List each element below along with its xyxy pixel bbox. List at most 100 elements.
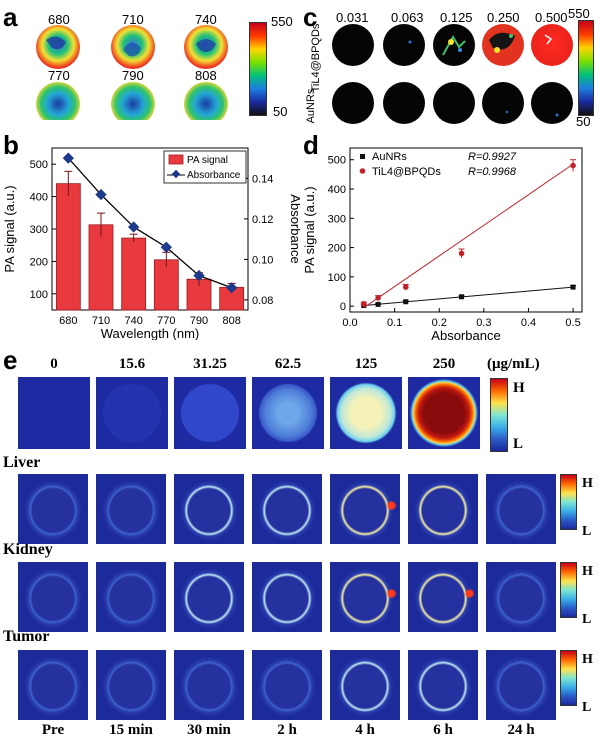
legend-bar-label: PA signal xyxy=(187,155,228,166)
heatmap-740 xyxy=(184,25,228,69)
time-label-1: 15 min xyxy=(109,722,153,738)
x-tick-label: 808 xyxy=(222,315,240,327)
bar-710 xyxy=(88,224,114,311)
y2-tick-label: 0.10 xyxy=(252,254,273,266)
liver-image-3 xyxy=(252,474,322,544)
tumor-colorbar xyxy=(560,650,577,706)
bar-770 xyxy=(153,259,179,311)
tumor-image-3 xyxy=(252,650,322,720)
wavelength-label-790: 790 xyxy=(122,68,144,83)
point-tiL4 xyxy=(458,250,465,257)
time-label-4: 4 h xyxy=(355,722,375,738)
x-tick-label: 0.3 xyxy=(476,317,491,329)
tumor-colorbar-high: H xyxy=(582,652,593,667)
legend-aunrs-marker xyxy=(360,154,365,159)
panel-e-label: e xyxy=(3,345,18,375)
x-axis-label: Absorbance xyxy=(431,328,500,340)
kidney-colorbar xyxy=(560,562,577,618)
chart-d: 0.0 0.1 0.2 0.3 0.4 0.5 0 100 200 300 400 500 AuNRs R… xyxy=(302,147,583,340)
panel-e-colorbar-conc-high: H xyxy=(513,380,525,396)
bar-740 xyxy=(121,237,147,311)
x-tick-label: 0.5 xyxy=(565,317,580,329)
absorbance-point xyxy=(226,282,238,294)
time-label-6: 24 h xyxy=(507,722,535,738)
tiL4-0.031 xyxy=(332,24,374,66)
y-tick-label: 300 xyxy=(30,224,48,236)
y-tick-label: 400 xyxy=(328,184,346,196)
panel-a-label: a xyxy=(3,2,18,32)
absorbance-point xyxy=(160,241,172,253)
wavelength-label-710: 710 xyxy=(122,12,144,27)
organ-label-kidney: Kidney xyxy=(3,541,53,558)
row-label-aunrs: AuNRs xyxy=(305,88,317,124)
conc-label-125: 125 xyxy=(354,356,378,372)
point-tiL4 xyxy=(375,295,381,301)
liver-image-4 xyxy=(330,474,400,544)
heatmap-808 xyxy=(184,82,228,120)
legend-tiL4-r: R=0.9968 xyxy=(468,166,517,178)
y2-tick-label: 0.14 xyxy=(252,173,273,185)
tiL4-0.125 xyxy=(433,24,475,66)
x-tick-label: 0.4 xyxy=(521,317,536,329)
kidney-image-1 xyxy=(96,562,166,632)
aunrs-0.250 xyxy=(482,82,524,124)
tumor-image-6 xyxy=(486,650,556,720)
legend-line-label: Absorbance xyxy=(187,170,241,181)
absorbance-point xyxy=(193,269,205,282)
panel-c-heatmaps xyxy=(332,24,573,124)
y2-axis-label: Absorbance xyxy=(288,194,300,263)
panel-a-colorbar xyxy=(249,22,267,116)
time-label-0: Pre xyxy=(41,722,65,738)
point-tiL4 xyxy=(570,162,576,169)
point-tiL4 xyxy=(361,301,367,307)
point-tiL4 xyxy=(402,284,409,290)
wavelength-label-770: 770 xyxy=(48,68,70,83)
kidney-image-4 xyxy=(330,562,400,632)
panel-e-colorbar-conc xyxy=(490,378,508,452)
aunrs-0.125 xyxy=(433,82,475,124)
kidney-image-0 xyxy=(18,562,88,632)
x-tick-label: 0.0 xyxy=(342,317,357,329)
y-axis-label: PA signal (a.u.) xyxy=(302,186,317,273)
time-label-2: 30 min xyxy=(187,722,231,738)
aunrs-0.063 xyxy=(383,82,425,124)
x-tick-label: 790 xyxy=(190,315,208,327)
tiL4-0.250 xyxy=(482,24,524,66)
organ-label-tumor: Tumor xyxy=(3,628,50,645)
conc-label-2: 0.125 xyxy=(440,10,473,25)
fit-line-1 xyxy=(363,163,574,309)
panel-b-label: b xyxy=(3,130,19,160)
conc-image-125 xyxy=(330,377,402,449)
point-aunrs xyxy=(459,294,465,300)
bar-680 xyxy=(55,183,81,311)
liver-image-0 xyxy=(18,474,88,544)
heatmap-770 xyxy=(36,82,80,120)
tumor-image-4 xyxy=(330,650,400,720)
liver-image-2 xyxy=(174,474,244,544)
conc-label-62.5: 62.5 xyxy=(274,356,302,372)
y-axis-label: PA signal (a.u.) xyxy=(2,185,17,272)
tumor-image-5 xyxy=(408,650,478,720)
legend-aunrs-label: AuNRs xyxy=(372,151,407,163)
liver-image-5 xyxy=(408,474,478,544)
wavelength-label-808: 808 xyxy=(195,68,217,83)
x-tick-label: 680 xyxy=(59,315,77,327)
x-tick-label: 770 xyxy=(157,315,175,327)
conc-label-4: 0.500 xyxy=(535,10,568,25)
x-tick-label: 0.2 xyxy=(432,317,447,329)
panel-c-colorbar-max: 550 xyxy=(568,6,590,21)
heatmap-710 xyxy=(111,25,155,69)
time-label-3: 2 h xyxy=(277,722,297,738)
y-tick-label: 100 xyxy=(328,272,346,284)
tiL4-0.063 xyxy=(383,24,425,66)
liver-colorbar xyxy=(560,474,577,530)
y-tick-label: 200 xyxy=(328,243,346,255)
panel-c-colorbar xyxy=(578,20,594,116)
y-tick-label: 300 xyxy=(328,213,346,225)
heatmap-790 xyxy=(111,82,155,120)
conc-label-15.6: 15.6 xyxy=(118,356,146,372)
conc-image-250 xyxy=(408,377,480,449)
panel-e-colorbar-conc-low: L xyxy=(513,436,524,452)
x-tick-label: 710 xyxy=(92,315,110,327)
panel-a-colorbar-max: 550 xyxy=(271,14,293,29)
